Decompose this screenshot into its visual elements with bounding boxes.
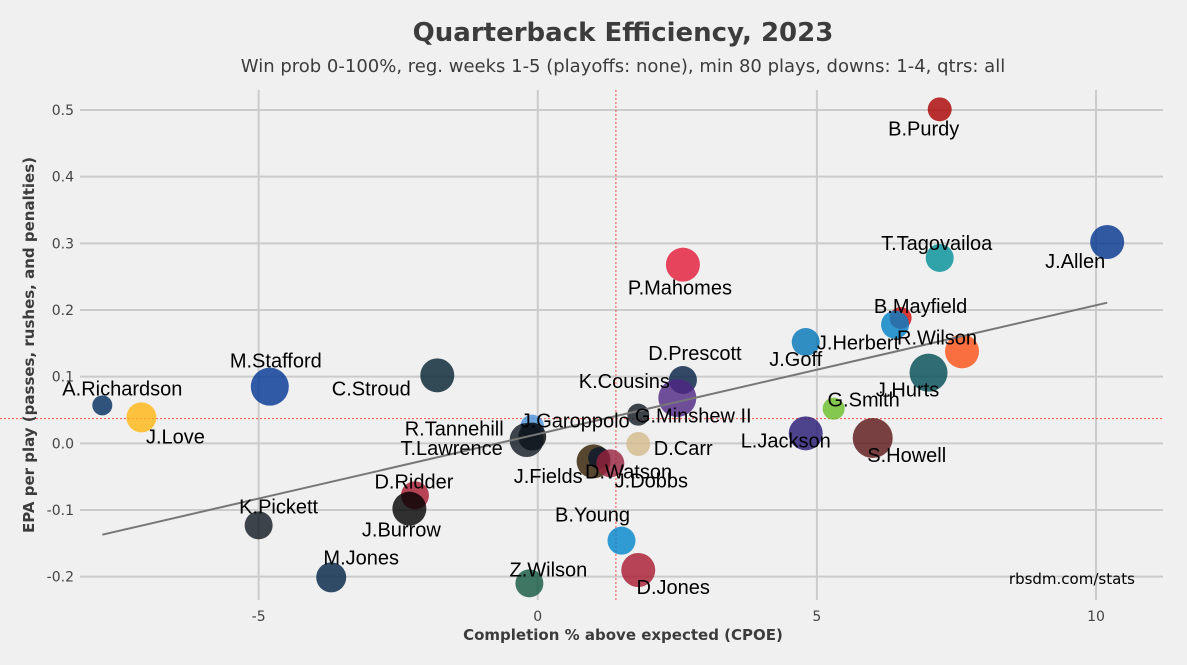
point-d-jones bbox=[621, 553, 656, 587]
label-d-carr: D.Carr bbox=[654, 438, 713, 460]
point-t-tagovailoa bbox=[925, 244, 954, 272]
point-j-herbert bbox=[881, 310, 910, 339]
point-l-jackson bbox=[788, 416, 823, 451]
point-b-purdy bbox=[927, 97, 952, 122]
chart-subtitle: Win prob 0-100%, reg. weeks 1-5 (playoff… bbox=[241, 56, 1005, 77]
credit-text: rbsdm.com/stats bbox=[1009, 570, 1135, 588]
label-j-fields: J.Fields bbox=[514, 466, 583, 488]
label-s-howell: S.Howell bbox=[867, 445, 946, 467]
label-l-jackson: L.Jackson bbox=[741, 430, 831, 452]
point-a-richardson bbox=[92, 395, 113, 416]
label-m-jones: M.Jones bbox=[323, 547, 399, 569]
reference-lines bbox=[0, 90, 1163, 600]
label-c-stroud: C.Stroud bbox=[332, 378, 411, 400]
grid: -5 0 5 10 -0.2 -0.1 0.0 0.1 0.2 0.3 0.4 0.5 bbox=[47, 90, 1163, 625]
label-k-cousins: K.Cousins bbox=[579, 371, 670, 393]
label-b-mayfield: B.Mayfield bbox=[874, 296, 967, 318]
label-k-pickett: K.Pickett bbox=[239, 496, 318, 518]
point-z-wilson bbox=[515, 569, 544, 598]
x-tick-label: -5 bbox=[252, 609, 266, 625]
y-tick-label: 0.4 bbox=[52, 170, 74, 186]
label-j-hurts: J.Hurts bbox=[876, 380, 939, 402]
point-g-smith bbox=[822, 397, 845, 420]
label-r-tannehill: R.Tannehill bbox=[405, 419, 504, 441]
label-b-purdy: B.Purdy bbox=[888, 118, 959, 140]
y-tick-label: -0.2 bbox=[47, 570, 74, 586]
label-j-goff: J.Goff bbox=[769, 349, 822, 371]
x-tick-label: 5 bbox=[812, 609, 821, 625]
label-g-smith: G.Smith bbox=[828, 390, 900, 412]
label-p-mahomes: P.Mahomes bbox=[628, 278, 732, 300]
point-k-pickett bbox=[244, 511, 273, 540]
label-z-wilson: Z.Wilson bbox=[509, 559, 587, 581]
y-tick-label: 0.3 bbox=[52, 236, 74, 252]
point-m-stafford bbox=[250, 367, 289, 406]
chart-title: Quarterback Efficiency, 2023 bbox=[413, 18, 834, 48]
x-tick-label: 0 bbox=[533, 609, 542, 625]
point-j-love bbox=[126, 402, 157, 433]
label-j-garoppolo: J.Garoppolo bbox=[521, 411, 630, 433]
point-j-hurts bbox=[909, 353, 948, 392]
y-tick-label: -0.1 bbox=[47, 503, 74, 519]
point-d-carr bbox=[626, 432, 651, 456]
y-tick-label: 0.5 bbox=[52, 103, 74, 119]
point-labels: B.Purdy J.Allen T.Tagovailoa P.Mahomes B.May… bbox=[62, 118, 1108, 599]
label-d-prescott: D.Prescott bbox=[648, 343, 742, 365]
label-j-burrow: J.Burrow bbox=[362, 520, 441, 542]
label-a-richardson: A.Richardson bbox=[62, 378, 182, 400]
label-d-jones: D.Jones bbox=[637, 577, 710, 599]
label-m-stafford: M.Stafford bbox=[230, 351, 322, 373]
label-d-ridder: D.Ridder bbox=[374, 471, 453, 493]
y-axis-label: EPA per play (passes, rushes, and penalt… bbox=[20, 157, 38, 533]
point-j-goff bbox=[791, 328, 820, 356]
point-j-allen bbox=[1090, 225, 1125, 259]
y-tick-label: 0.2 bbox=[52, 303, 74, 319]
trend-line bbox=[102, 301, 1108, 536]
label-j-love: J.Love bbox=[146, 426, 205, 448]
point-b-young bbox=[607, 526, 636, 555]
label-b-young: B.Young bbox=[555, 505, 630, 527]
point-c-stroud bbox=[420, 358, 455, 393]
points bbox=[92, 97, 1125, 598]
label-j-dobbs: J.Dobbs bbox=[615, 470, 688, 492]
point-p-mahomes bbox=[665, 247, 700, 282]
label-g-minshew-ii: G.Minshew II bbox=[635, 406, 752, 428]
point-s-howell bbox=[852, 418, 893, 458]
label-d-watson: D.Watson bbox=[585, 461, 672, 483]
y-tick-label: 0.0 bbox=[52, 436, 74, 452]
label-r-wilson: R.Wilson bbox=[897, 327, 977, 349]
point-j-dobbs bbox=[596, 449, 625, 478]
point-m-jones bbox=[316, 562, 347, 593]
point-j-burrow bbox=[392, 491, 427, 526]
point-t-lawrence bbox=[509, 423, 544, 457]
y-tick-label: 0.1 bbox=[52, 370, 74, 386]
label-j-allen: J.Allen bbox=[1045, 251, 1105, 273]
point-r-wilson bbox=[945, 334, 980, 369]
x-tick-label: 10 bbox=[1087, 609, 1105, 625]
point-k-cousins bbox=[658, 379, 697, 417]
x-axis-label: Completion % above expected (CPOE) bbox=[463, 626, 783, 644]
label-j-herbert: J.Herbert bbox=[817, 333, 900, 355]
label-t-lawrence: T.Lawrence bbox=[400, 438, 502, 460]
label-t-tagovailoa: T.Tagovailoa bbox=[881, 233, 993, 255]
